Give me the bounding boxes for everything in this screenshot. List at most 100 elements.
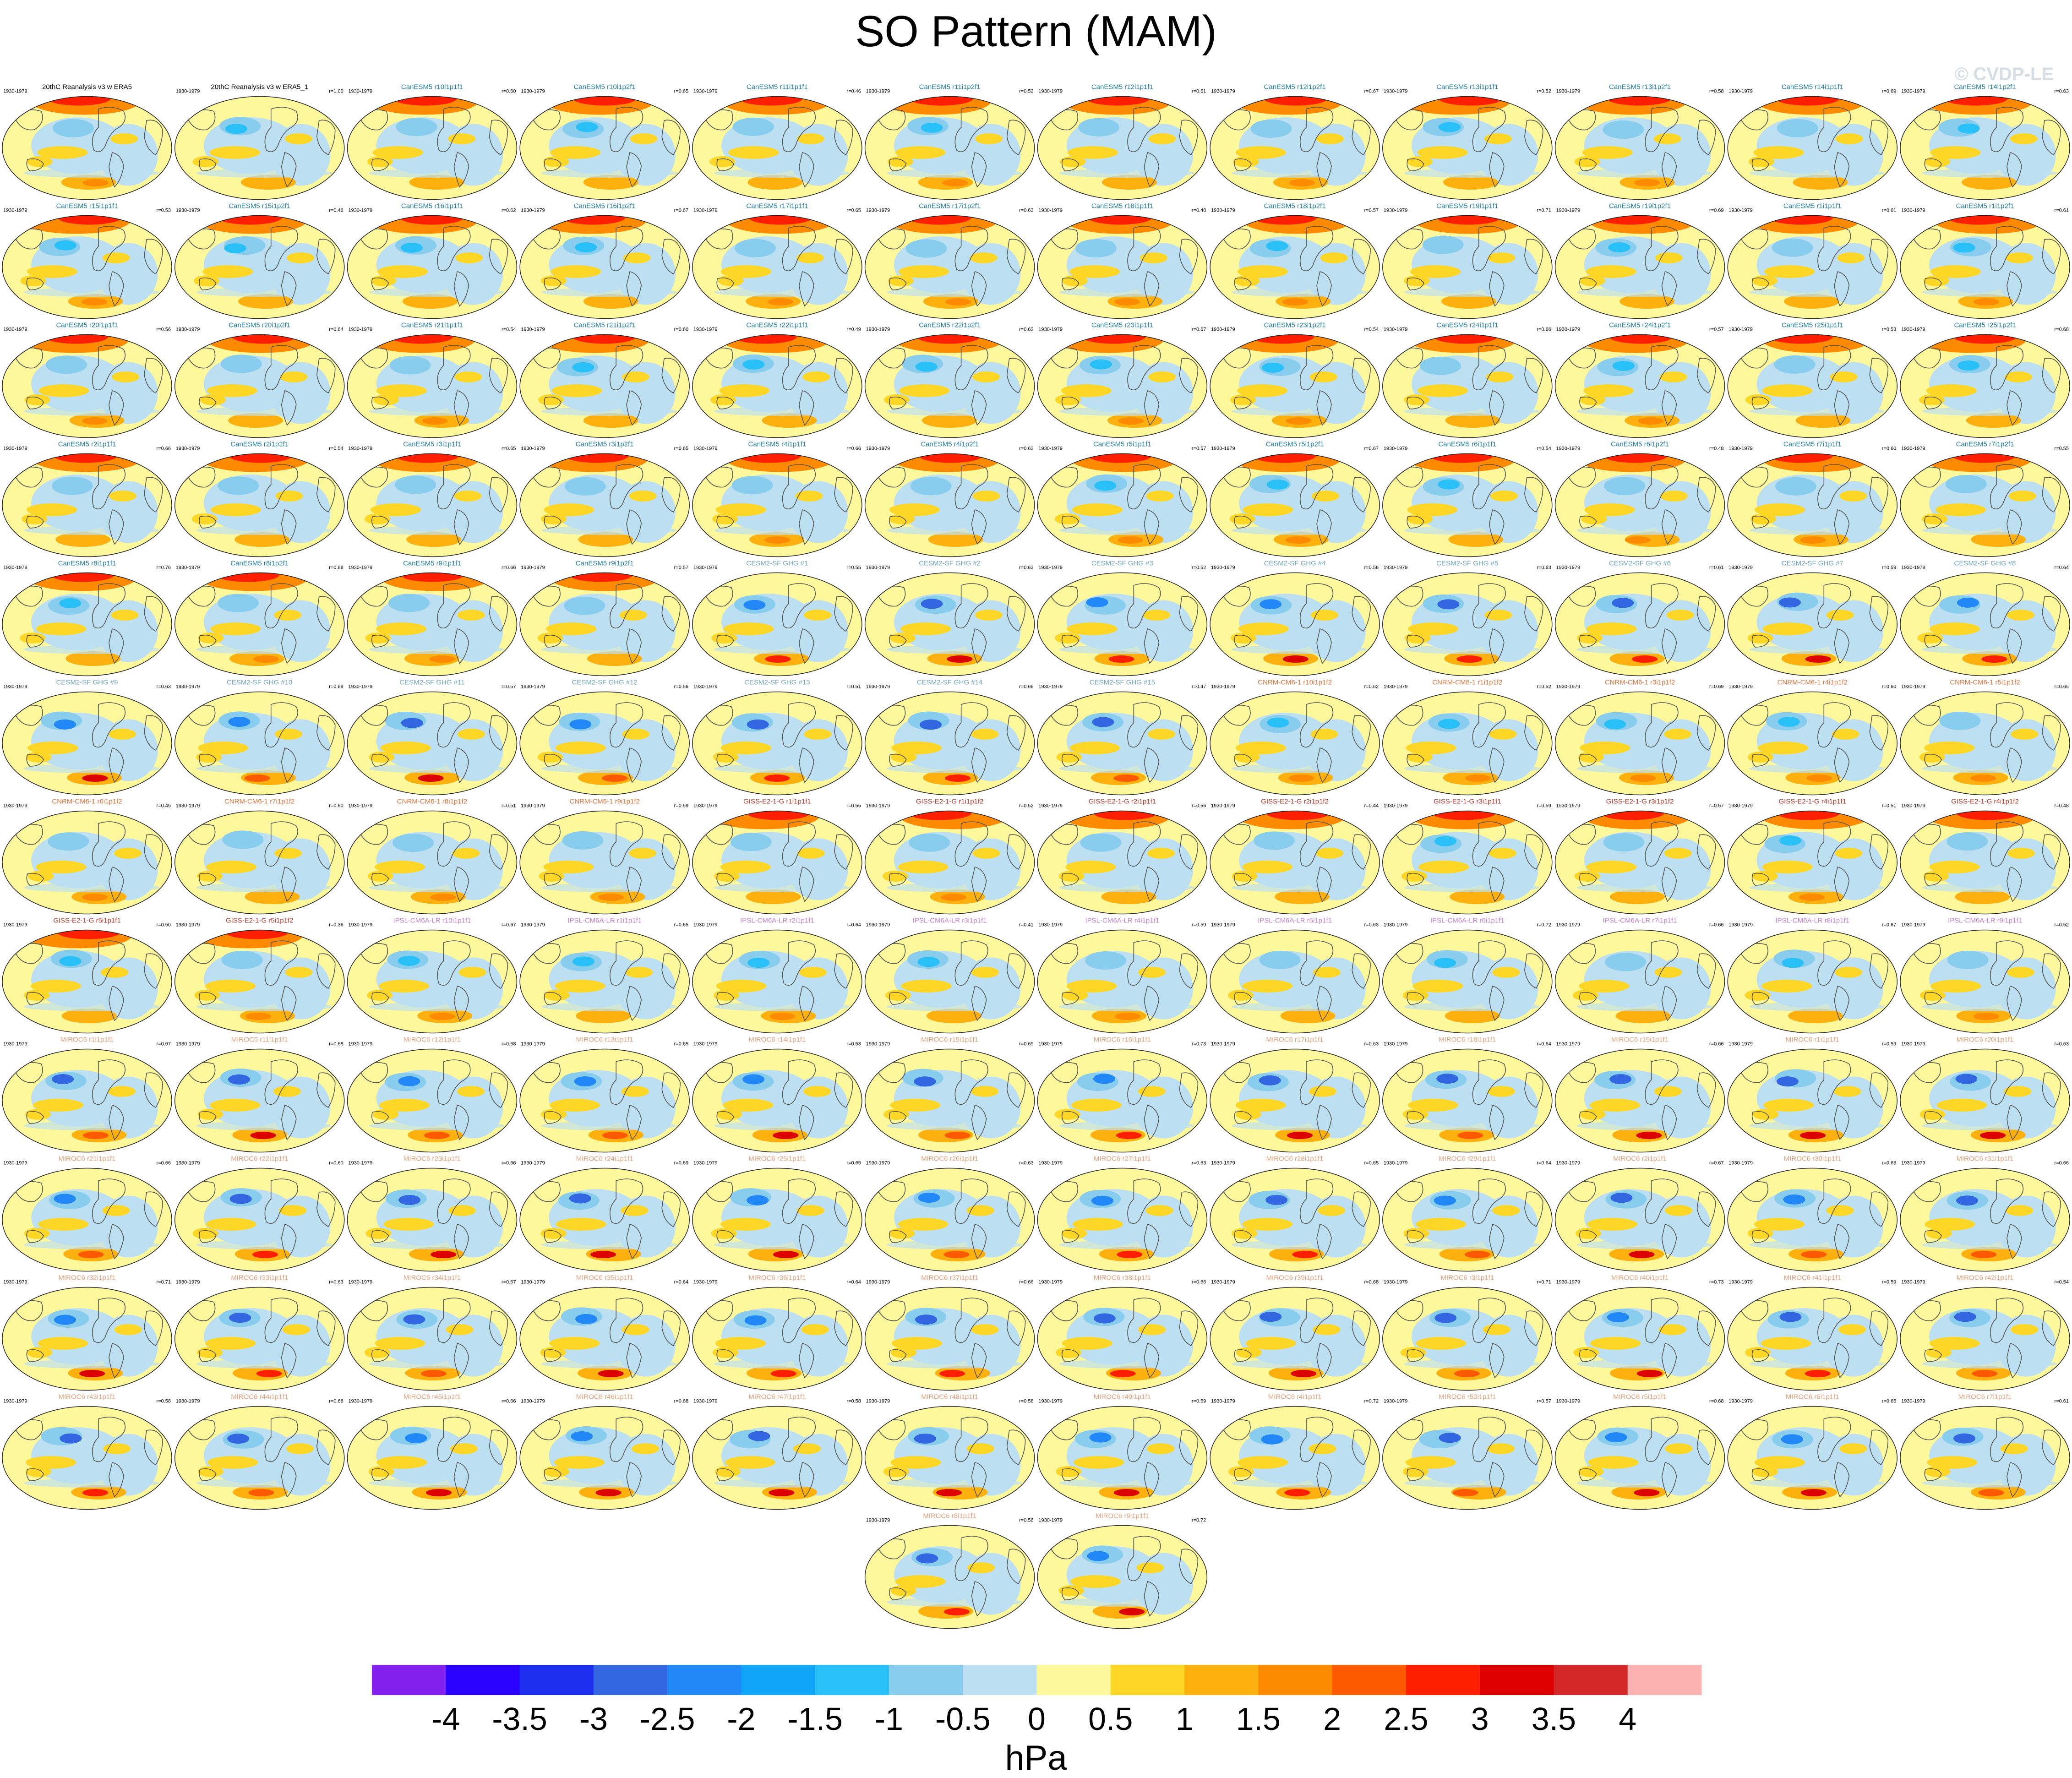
anomaly-region <box>575 242 597 253</box>
map-outline <box>2 453 172 557</box>
anomaly-region <box>455 252 483 263</box>
anomaly-region <box>376 384 427 397</box>
map-panel: 1930-1979 CanESM5 r21i1p2f1 r=0.60 <box>519 322 690 438</box>
map-panel: 1930-1979 CanESM5 r12i1p2f1 r=0.67 <box>1210 83 1380 200</box>
map-panel: 1930-1979 CanESM5 r17i1p2f1 r=0.63 <box>864 202 1035 319</box>
map-panel: 1930-1979 CanESM5 r5i1p2f1 r=0.67 <box>1210 441 1380 557</box>
anomaly-region <box>1607 96 1671 106</box>
anomaly-region <box>1289 179 1315 186</box>
map-outline <box>1900 96 2070 200</box>
coastlines <box>1739 107 1889 188</box>
coastlines <box>703 107 853 188</box>
anomaly-region <box>1404 169 1540 178</box>
anomaly-region <box>886 526 1022 535</box>
anomaly-region <box>207 384 257 397</box>
anomaly-region <box>889 503 940 516</box>
anomaly-region <box>1404 407 1540 416</box>
panel-title: CanESM5 r23i1p2f1 <box>1264 322 1326 329</box>
anomaly-region <box>1232 526 1368 535</box>
anomaly-region <box>109 491 136 502</box>
map-panel: 1930-1979 CanESM5 r14i1p1f1 r=0.69 <box>1727 83 1898 200</box>
coastlines <box>531 107 681 188</box>
anomaly-region <box>1576 526 1712 535</box>
panel-correlation: r=0.61 <box>1882 208 1897 213</box>
anomaly-region <box>551 384 602 397</box>
panel-correlation: r=0.66 <box>157 446 171 452</box>
panel-period-label: 1930-1979 <box>348 89 372 94</box>
panel-period-label: 1930-1979 <box>1384 208 1408 213</box>
anomaly-region <box>733 334 797 344</box>
map-outline <box>1727 334 1898 438</box>
panel-correlation: r=0.49 <box>846 327 861 333</box>
anomaly-region <box>82 179 109 186</box>
map-panel: 1930-1979 CanESM5 r3i1p2f1 r=0.65 <box>519 441 690 557</box>
anomaly-region <box>1957 360 1980 371</box>
panel-title: CanESM5 r6i1p2f1 <box>1611 441 1669 448</box>
map-panel: 1930-1979 CanESM5 r22i1p2f1 r=0.62 <box>864 322 1035 438</box>
anomaly-region <box>418 536 444 544</box>
anomaly-region <box>1436 215 1501 225</box>
map-outline <box>347 96 518 200</box>
panel-title: CanESM5 r6i1p1f1 <box>1438 441 1496 448</box>
panel-correlation: r=0.60 <box>674 327 689 333</box>
panel-title: CanESM5 r19i1p2f1 <box>1609 202 1671 210</box>
anomaly-region <box>1090 359 1112 370</box>
panel-title: CanESM5 r21i1p2f1 <box>574 322 636 329</box>
anomaly-region <box>85 536 111 544</box>
coastlines <box>1566 107 1716 188</box>
colorbar-tick-label: 2 <box>1323 1701 1341 1737</box>
coastlines <box>1739 345 1889 426</box>
anomaly-region <box>1285 536 1311 544</box>
map-panel: 1930-1979 CanESM5 r12i1p1f1 r=0.61 <box>1037 83 1208 200</box>
anomaly-region <box>80 655 106 663</box>
anomaly-region <box>422 417 448 425</box>
panel-period-label: 1930-1979 <box>1728 446 1753 452</box>
anomaly-region <box>44 334 109 344</box>
anomaly-region <box>1922 169 2057 178</box>
anomaly-region <box>541 526 677 535</box>
anomaly-region <box>196 526 332 535</box>
coastlines <box>185 345 336 426</box>
panel-title: CanESM5 r10i1p2f1 <box>574 83 636 91</box>
anomaly-region <box>907 215 971 225</box>
anomaly-region <box>1316 133 1344 144</box>
anomaly-region <box>572 362 594 372</box>
colorbar-swatch <box>667 1665 742 1695</box>
anomaly-region <box>1953 242 1975 253</box>
anomaly-region <box>47 96 111 106</box>
map-panel: 1930-1979 CanESM5 r15i1p1f1 r=0.53 <box>2 202 172 319</box>
anomaly-region <box>1584 503 1635 516</box>
anomaly-region <box>1660 491 1688 502</box>
colorbar-swatch <box>1627 1665 1702 1695</box>
anomaly-region <box>1930 146 1981 159</box>
map-panel: 1930-1979 CanESM5 r3i1p1f1 r=0.65 <box>347 441 518 557</box>
anomaly-region <box>1146 491 1174 502</box>
panel-correlation: r=0.53 <box>157 208 171 213</box>
panel-correlation: r=0.66 <box>1537 327 1551 333</box>
anomaly-region <box>1837 252 1865 263</box>
panel-title: CanESM5 r17i1p2f1 <box>919 202 981 210</box>
coastlines <box>358 107 508 188</box>
anomaly-region <box>1311 491 1339 502</box>
anomaly-region <box>1417 146 1468 159</box>
panel-period-label: 1930-1979 <box>693 446 718 452</box>
anomaly-region <box>280 371 308 382</box>
anomaly-region <box>590 179 616 186</box>
panel-correlation: r=0.65 <box>502 446 516 452</box>
anomaly-region <box>573 96 637 106</box>
colorbar-tick-label: 3.5 <box>1532 1701 1576 1737</box>
anomaly-region <box>796 252 824 263</box>
anomaly-region <box>561 215 626 225</box>
panel-correlation: r=0.57 <box>1364 208 1379 213</box>
anomaly-region <box>253 417 279 425</box>
panel-correlation: r=0.71 <box>1537 208 1551 213</box>
anomaly-region <box>1407 503 1458 516</box>
map-outline <box>1382 215 1553 319</box>
panel-correlation: r=0.69 <box>1882 89 1897 94</box>
anomaly-region <box>2009 491 2037 502</box>
colorbar-swatch <box>593 1665 668 1695</box>
panel-period-label: 1930-1979 <box>693 89 718 94</box>
colorbar-tick-label: -3.5 <box>492 1701 547 1737</box>
panel-period-label: 1930-1979 <box>866 446 890 452</box>
panel-correlation: r=0.58 <box>1709 89 1724 94</box>
